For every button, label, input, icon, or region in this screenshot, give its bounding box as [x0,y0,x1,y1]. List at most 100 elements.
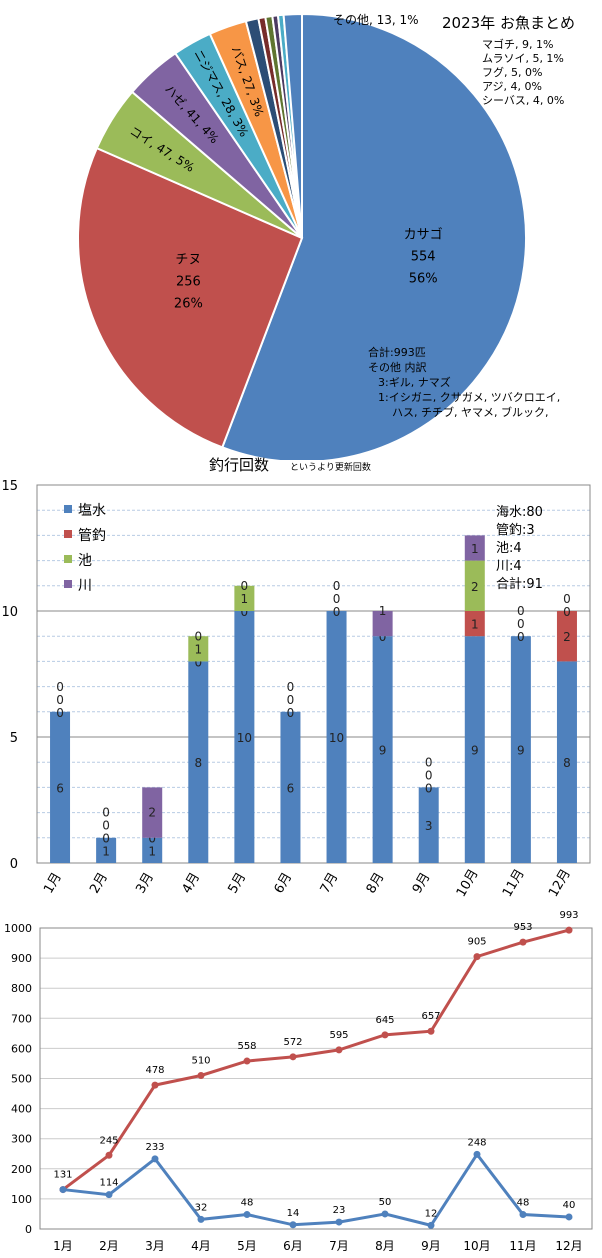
data-point [59,1186,67,1194]
x-tick-label: 3月 [145,1239,165,1253]
data-point [565,926,573,934]
pie-slice [220,12,527,460]
data-point [105,1151,113,1159]
series-line [62,1151,570,1228]
data-point [473,953,481,961]
data-label: 0 [194,655,202,669]
data-label: 0 [563,592,571,606]
x-tick-label: 10月 [463,1239,490,1253]
data-point [243,1057,251,1065]
data-label: 595 [329,1030,348,1041]
legend-swatch [64,555,72,563]
data-label: 50 [379,1197,392,1208]
total-note: ハス, チチブ, ヤマメ, ブルック, [392,405,548,419]
slice-pct: 56% [409,271,438,286]
x-tick-label: 9月 [421,1239,441,1253]
bar-segment [556,611,577,662]
data-label: 0 [148,831,156,845]
bar-segment [556,661,577,863]
slice-value: 554 [411,249,436,264]
data-label: 0 [563,605,571,619]
data-label: 0 [287,693,295,707]
data-label: 6 [287,781,295,795]
data-label: 48 [517,1198,530,1209]
data-label: 233 [145,1142,164,1153]
series-line [62,928,570,1191]
data-label: 8 [563,756,571,770]
data-label: 14 [287,1208,300,1219]
x-tick-label: 1月 [53,1239,73,1253]
y-tick-label: 800 [11,982,32,995]
bar-segment [372,611,393,637]
data-label: 0 [425,768,433,782]
data-label: 1 [241,592,249,606]
bar-segment [510,636,531,863]
y-tick-label: 100 [11,1193,32,1206]
bar-segment [418,787,439,863]
data-point [381,1210,389,1218]
data-point [243,1211,251,1219]
bar-segment [372,636,393,863]
x-tick-label: 7月 [329,1239,349,1253]
legend-label: 池 [78,553,92,569]
data-label: 9 [517,744,525,758]
data-label: 953 [513,922,532,933]
bar-segment [464,636,485,863]
data-label: 3 [425,819,433,833]
data-label: 10 [237,731,252,745]
bar-segment [188,636,209,662]
data-label: 1 [471,618,479,632]
bar-segment [464,535,485,561]
data-label: 572 [283,1037,302,1048]
data-point [565,1213,573,1221]
slice-value: 256 [176,275,201,290]
data-label: 6 [56,781,64,795]
y-tick-label: 15 [1,479,18,494]
data-label: 0 [241,605,249,619]
data-label: 32 [195,1202,208,1213]
legend-label: 塩水 [78,503,106,519]
x-tick-label: 6月 [283,1239,303,1253]
slice-label: シーバス, 4, 0% [482,94,564,107]
data-label: 0 [194,629,202,643]
data-point [289,1053,297,1061]
x-tick-label: 5月 [237,1239,257,1253]
chart-subtitle: というより更新回数 [290,461,371,473]
slice-label: アジ, 4, 0% [482,80,542,93]
data-label: 1 [102,844,110,858]
y-tick-label: 0 [25,1223,32,1236]
data-label: 10 [329,731,344,745]
summary-text: 池:4 [496,541,522,556]
slice-label: マゴチ, 9, 1% [482,37,553,51]
y-tick-label: 400 [11,1103,32,1116]
data-label: 0 [102,805,110,819]
total-note: その他 内訳 [368,360,427,374]
data-label: 2 [563,630,571,644]
data-point [427,1027,435,1035]
bar-segment [142,837,163,863]
data-label: 645 [375,1015,394,1026]
y-tick-label: 300 [11,1133,32,1146]
data-label: 0 [517,630,525,644]
data-label: 0 [287,680,295,694]
slice-label: カサゴ [404,226,443,242]
plot-area [36,484,591,864]
data-label: 0 [379,630,387,644]
data-label: 1 [194,642,202,656]
chart-title: 2023年 お魚まとめ [442,14,575,32]
data-label: 0 [425,781,433,795]
data-point [519,938,527,946]
summary-text: 海水:80 [496,505,543,520]
data-label: 0 [56,706,64,720]
legend-swatch [64,580,72,588]
legend-label: 川 [78,578,92,594]
data-point [151,1081,159,1089]
data-point [335,1046,343,1054]
bar-segment [142,787,163,838]
data-label: 0 [56,693,64,707]
slice-label: フグ, 5, 0% [482,65,542,79]
total-note: 1:イシガニ, クサガメ, ツバクロエイ, [378,391,560,404]
